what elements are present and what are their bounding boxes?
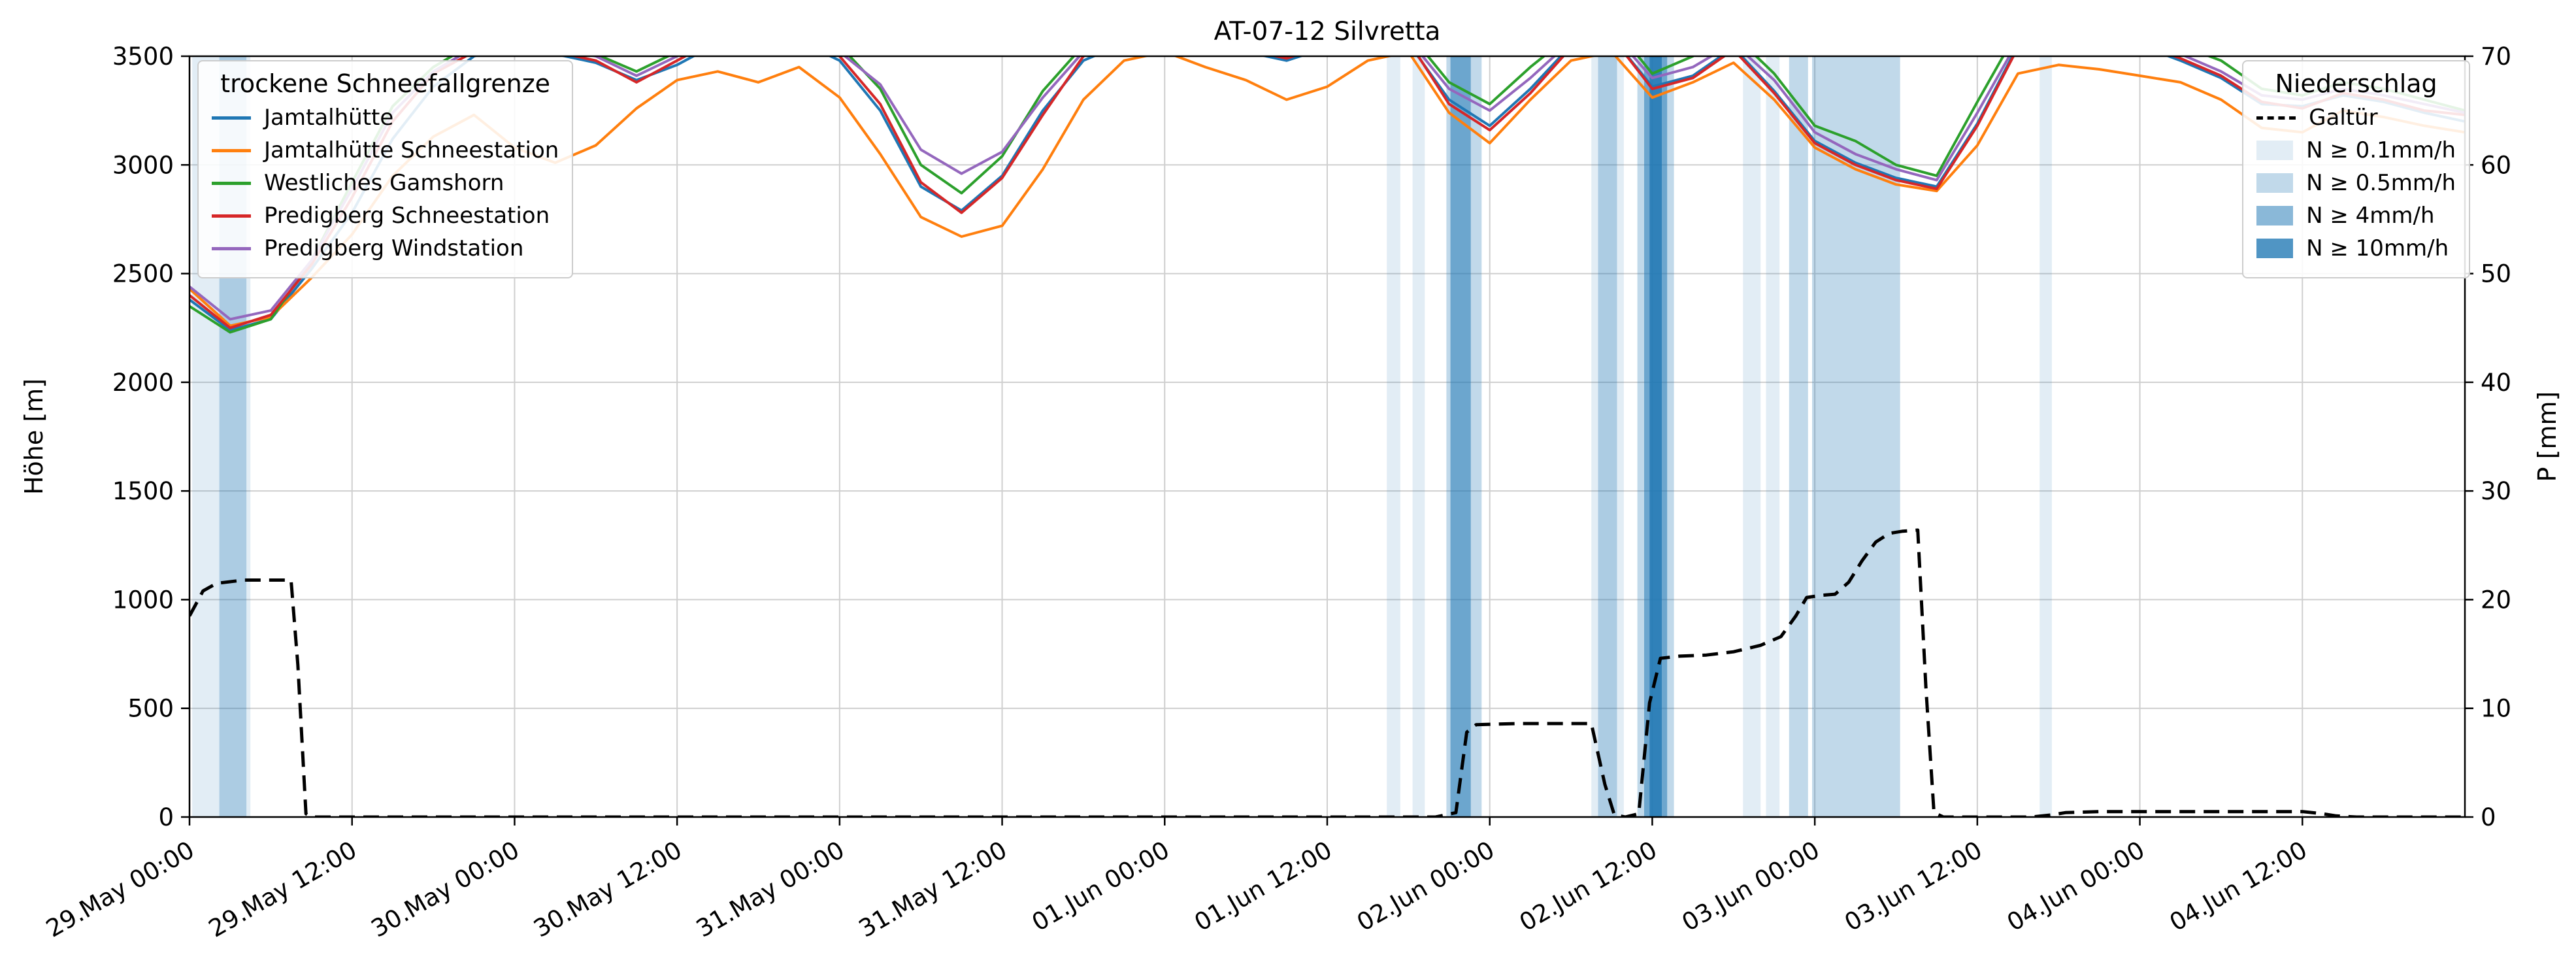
series-color-swatch — [212, 214, 251, 218]
svg-text:31.May 00:00: 31.May 00:00 — [691, 836, 849, 943]
svg-text:03.Jun 00:00: 03.Jun 00:00 — [1677, 836, 1825, 937]
legend-item-galtuer: Galtür — [2256, 105, 2456, 131]
svg-text:29.May 00:00: 29.May 00:00 — [41, 836, 199, 943]
series-color-swatch — [212, 246, 251, 250]
precip-intensity-swatch — [2256, 239, 2294, 258]
precip-bands — [192, 56, 2052, 817]
svg-text:2500: 2500 — [112, 260, 174, 288]
legend-item-label: Predigberg Schneestation — [264, 203, 550, 229]
svg-text:04.Jun 12:00: 04.Jun 12:00 — [2165, 836, 2312, 937]
legend-item-jamtalhuette-schneestation: Jamtalhütte Schneestation — [212, 137, 559, 163]
svg-text:3500: 3500 — [112, 42, 174, 71]
legend-item-label: Galtür — [2309, 105, 2378, 131]
series-color-swatch — [212, 148, 251, 152]
legend-item-label: Westliches Gamshorn — [264, 170, 504, 196]
svg-text:02.Jun 12:00: 02.Jun 12:00 — [1515, 836, 1662, 937]
y-axis-label-right: P [mm] — [2533, 391, 2562, 482]
y-axis-label-left: Höhe [m] — [20, 378, 48, 495]
legend-item-predigberg-windstation: Predigberg Windstation — [212, 235, 559, 261]
legend-snowfall-title: trockene Schneefallgrenze — [220, 69, 551, 98]
legend-item-label: N ≥ 4mm/h — [2306, 203, 2435, 229]
svg-text:1500: 1500 — [112, 477, 174, 505]
legend-item-precip-01: N ≥ 0.1mm/h — [2256, 137, 2456, 163]
legend-item-predigberg-schneestation: Predigberg Schneestation — [212, 203, 559, 229]
svg-text:3000: 3000 — [112, 151, 174, 179]
svg-text:29.May 12:00: 29.May 12:00 — [204, 836, 361, 943]
svg-text:20: 20 — [2481, 586, 2511, 614]
svg-text:02.Jun 00:00: 02.Jun 00:00 — [1352, 836, 1499, 937]
svg-text:04.Jun 00:00: 04.Jun 00:00 — [2002, 836, 2149, 937]
svg-text:0: 0 — [158, 803, 174, 831]
dashed-line-swatch — [2256, 116, 2296, 120]
legend-item-label: N ≥ 0.5mm/h — [2306, 170, 2456, 196]
legend-item-precip-4: N ≥ 4mm/h — [2256, 203, 2456, 229]
legend-item-label: N ≥ 0.1mm/h — [2306, 137, 2456, 163]
legend-item-precip-10: N ≥ 10mm/h — [2256, 235, 2456, 261]
legend-precip-title: Niederschlag — [2275, 69, 2437, 98]
legend-item-westliches-gamshorn: Westliches Gamshorn — [212, 170, 559, 196]
svg-text:50: 50 — [2481, 260, 2511, 288]
legend-snowfall-lines: trockene Schneefallgrenze Jamtalhütte Ja… — [197, 60, 574, 278]
legend-precipitation: Niederschlag Galtür N ≥ 0.1mm/h N ≥ 0.5m… — [2242, 60, 2470, 278]
svg-text:03.Jun 12:00: 03.Jun 12:00 — [1840, 836, 1987, 937]
svg-text:40: 40 — [2481, 369, 2511, 397]
svg-text:30.May 12:00: 30.May 12:00 — [529, 836, 686, 943]
svg-text:0: 0 — [2481, 803, 2496, 831]
svg-text:30.May 00:00: 30.May 00:00 — [367, 836, 524, 943]
legend-item-label: N ≥ 10mm/h — [2306, 235, 2449, 261]
legend-item-label: Jamtalhütte Schneestation — [264, 137, 559, 163]
chart-title: AT-07-12 Silvretta — [1214, 17, 1441, 46]
series-color-swatch — [212, 116, 251, 120]
legend-item-precip-05: N ≥ 0.5mm/h — [2256, 170, 2456, 196]
svg-text:30: 30 — [2481, 477, 2511, 505]
svg-text:01.Jun 00:00: 01.Jun 00:00 — [1027, 836, 1174, 937]
svg-text:60: 60 — [2481, 151, 2511, 179]
precip-intensity-swatch — [2256, 206, 2294, 225]
legend-item-label: Predigberg Windstation — [264, 235, 524, 261]
x-tick-labels: 29.May 00:00 29.May 12:00 30.May 00:00 30.M… — [41, 836, 2312, 943]
galtuer-precip-line — [190, 528, 2465, 817]
precip-intensity-swatch — [2256, 141, 2294, 160]
y-right-tick-labels: 0 10 20 30 40 50 60 70 — [2481, 42, 2511, 831]
svg-text:01.Jun 12:00: 01.Jun 12:00 — [1189, 836, 1336, 937]
precip-intensity-swatch — [2256, 173, 2294, 193]
series-color-swatch — [212, 181, 251, 185]
svg-text:2000: 2000 — [112, 369, 174, 397]
svg-text:500: 500 — [127, 695, 174, 723]
svg-text:70: 70 — [2481, 42, 2511, 71]
legend-item-jamtalhuette: Jamtalhütte — [212, 105, 559, 131]
svg-text:1000: 1000 — [112, 586, 174, 614]
legend-item-label: Jamtalhütte — [264, 105, 394, 131]
svg-text:10: 10 — [2481, 695, 2511, 723]
svg-text:31.May 12:00: 31.May 12:00 — [854, 836, 1012, 943]
y-left-tick-labels: 0 500 1000 1500 2000 2500 3000 3500 — [112, 42, 174, 831]
